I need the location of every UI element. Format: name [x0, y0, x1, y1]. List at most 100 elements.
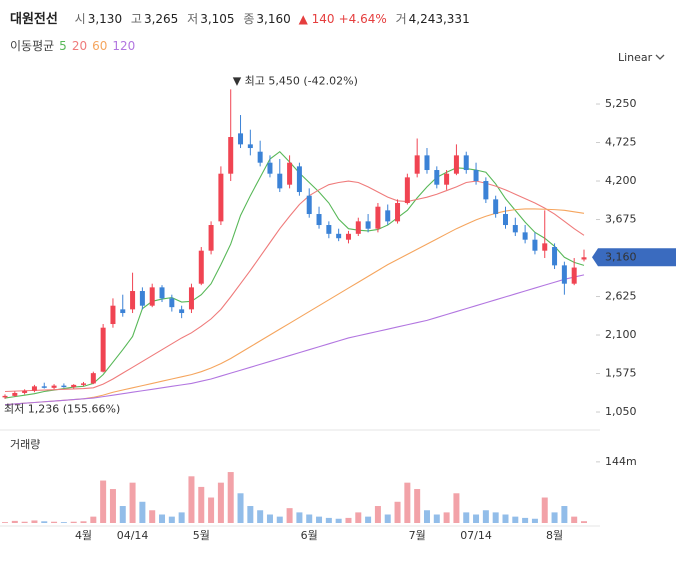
candle-body	[31, 386, 37, 391]
x-tick-label: 6월	[301, 529, 318, 542]
change: ▲ 140	[298, 12, 335, 26]
candle-body	[571, 267, 577, 284]
volume-bar	[522, 517, 529, 523]
candle-body	[179, 309, 185, 314]
candle-body	[473, 170, 479, 182]
candle-body	[336, 233, 342, 239]
y-tick-label: 144m	[605, 455, 637, 468]
volume-bar	[531, 518, 538, 523]
candle-body	[522, 232, 528, 240]
volume-bar	[325, 517, 332, 523]
volume-bar	[335, 518, 342, 523]
volume-bar	[60, 522, 67, 523]
volume-title: 거래량	[10, 438, 40, 451]
x-tick-label: 07/14	[460, 529, 492, 542]
stock-name: 대원전선	[10, 12, 58, 27]
volume-bar	[139, 501, 146, 523]
candle-body	[90, 373, 96, 384]
candle-body	[463, 155, 469, 171]
volume-bar	[561, 506, 568, 523]
price-tag-label: 3,160	[605, 250, 637, 263]
candle-body	[228, 137, 234, 174]
volume-bar	[149, 510, 156, 523]
candle-body	[22, 390, 28, 393]
candle-body	[238, 133, 244, 145]
candle-body	[51, 385, 57, 388]
volume-bar	[453, 493, 460, 523]
candle-body	[316, 214, 322, 226]
volume-bar	[306, 514, 313, 523]
value: 3,105	[200, 12, 235, 26]
volume-bar	[355, 512, 362, 523]
volume-bar	[296, 512, 303, 523]
volume-bar	[80, 521, 87, 523]
volume-bar	[443, 512, 450, 523]
candle-body	[71, 384, 77, 388]
label: 종	[243, 12, 255, 26]
candle-body	[355, 221, 361, 234]
x-tick-label: 7월	[409, 529, 426, 542]
y-tick-label: 2,625	[605, 290, 637, 303]
value: 3,130	[87, 12, 123, 26]
candle-body	[100, 327, 106, 372]
candle-body	[493, 199, 499, 215]
volume-bar	[217, 482, 224, 523]
scale-dropdown[interactable]: Linear	[618, 51, 653, 64]
y-tick-label: 4,200	[605, 174, 637, 187]
volume-bar	[571, 516, 578, 523]
candle-body	[61, 385, 67, 388]
candle-body	[453, 155, 459, 174]
volume-bar	[345, 517, 352, 523]
candle-body	[552, 247, 558, 266]
change-pct: +4.64%	[338, 12, 387, 26]
volume-bar	[159, 514, 166, 523]
header: 대원전선 시 3,130 고 3,265 저 3,105 종 3,160 ▲ 140 +4…	[10, 8, 470, 27]
max-marker: ▼ 최고 5,450 (-42.02%)	[233, 74, 358, 87]
candle-body	[434, 170, 440, 185]
volume-bar	[109, 489, 116, 523]
dropdown-chevron[interactable]	[655, 54, 665, 60]
candle-body	[12, 392, 18, 396]
volume-bar	[247, 506, 254, 523]
candle-body	[188, 287, 194, 310]
volume-bar	[266, 514, 273, 523]
volume-bar	[473, 514, 480, 523]
candle-body	[81, 383, 87, 385]
volume-bar	[119, 506, 126, 523]
x-tick-label: 5월	[193, 529, 210, 542]
y-tick-label: 4,725	[605, 136, 637, 149]
price-tag	[592, 248, 676, 267]
y-tick-label: 3,675	[605, 213, 637, 226]
candle-body	[404, 177, 410, 204]
volume-bar	[168, 516, 175, 523]
volume-bar	[384, 514, 391, 523]
volume-bar	[70, 521, 77, 523]
volume-bar	[227, 472, 234, 523]
candle-body	[385, 210, 391, 222]
ma-line	[4, 150, 585, 399]
legend-entry: 5	[59, 39, 67, 53]
volume-bar	[208, 497, 215, 523]
volume-bar	[90, 516, 97, 523]
volume-bar	[198, 486, 205, 523]
volume-bar	[316, 516, 323, 523]
volume-bar	[178, 512, 185, 523]
volume-bar	[365, 516, 372, 523]
candle-body	[483, 181, 489, 200]
legend-entry: 60	[92, 39, 108, 53]
candle-body	[149, 287, 155, 306]
candle-body	[296, 166, 302, 193]
volume-bar	[541, 497, 548, 523]
candle-body	[581, 257, 587, 260]
candle-body	[208, 225, 214, 251]
volume-bar	[2, 522, 8, 523]
volume-bar	[433, 514, 440, 523]
candle-body	[2, 395, 8, 398]
volume-bar	[257, 510, 264, 523]
volume-bar	[11, 520, 18, 523]
candle-body	[345, 233, 351, 240]
volume-bar	[581, 521, 587, 523]
label: 고	[130, 12, 142, 26]
y-tick-label: 1,575	[605, 367, 637, 380]
volume-bar	[551, 512, 558, 523]
